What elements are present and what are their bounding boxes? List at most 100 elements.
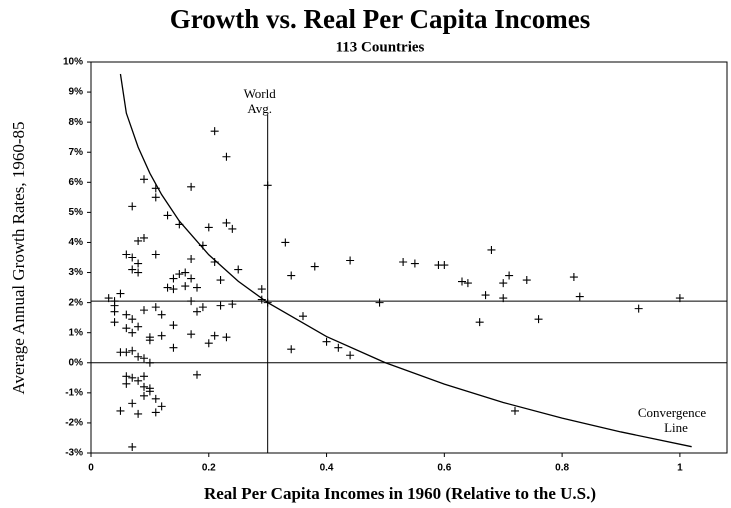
- y-tick-label: 10%: [63, 57, 83, 68]
- data-point: [128, 373, 137, 382]
- x-tick-label: 0.8: [555, 463, 569, 474]
- y-tick-label: 9%: [69, 87, 84, 98]
- data-point: [257, 285, 266, 294]
- data-point: [145, 336, 154, 345]
- data-point: [410, 259, 419, 268]
- y-axis-label: Average Annual Growth Rates, 1960-85: [9, 121, 28, 394]
- y-tick-label: -2%: [65, 418, 83, 429]
- data-point: [222, 218, 231, 227]
- data-point: [110, 307, 119, 316]
- data-point: [187, 255, 196, 264]
- y-tick-label: 6%: [69, 177, 84, 188]
- y-tick-label: 0%: [69, 357, 84, 368]
- data-point: [134, 409, 143, 418]
- data-point: [163, 211, 172, 220]
- data-point: [222, 333, 231, 342]
- data-point: [128, 442, 137, 451]
- chart-title: Growth vs. Real Per Capita Incomes: [170, 4, 590, 34]
- chart-subtitle: 113 Countries: [336, 39, 425, 55]
- x-tick-label: 0.6: [437, 463, 451, 474]
- data-point: [287, 271, 296, 280]
- data-point: [263, 298, 272, 307]
- data-point: [675, 294, 684, 303]
- data-point: [210, 127, 219, 136]
- data-point: [128, 346, 137, 355]
- y-tick-label: 8%: [69, 117, 84, 128]
- data-point: [175, 270, 184, 279]
- y-tick-label: -3%: [65, 448, 83, 459]
- data-point: [128, 253, 137, 262]
- x-tick-label: 0: [88, 463, 94, 474]
- data-point: [499, 294, 508, 303]
- data-point: [169, 343, 178, 352]
- data-point: [134, 376, 143, 385]
- data-point: [134, 352, 143, 361]
- data-point: [110, 318, 119, 327]
- y-tick-label: 1%: [69, 327, 84, 338]
- data-point: [128, 202, 137, 211]
- data-point: [169, 285, 178, 294]
- data-point: [122, 372, 131, 381]
- data-point: [151, 193, 160, 202]
- data-point: [193, 283, 201, 292]
- data-point: [346, 256, 355, 265]
- data-point: [151, 184, 160, 193]
- data-point: [122, 310, 131, 319]
- data-point: [128, 315, 137, 324]
- data-point: [104, 294, 113, 303]
- data-point: [198, 303, 207, 312]
- data-point: [128, 399, 137, 408]
- data-point: [463, 279, 472, 288]
- data-point: [187, 330, 196, 339]
- data-point: [505, 271, 514, 280]
- data-point: [281, 238, 290, 247]
- data-point: [287, 345, 296, 354]
- data-point: [234, 265, 243, 274]
- data-point: [128, 265, 137, 274]
- data-point: [257, 295, 266, 304]
- data-point: [534, 315, 543, 324]
- data-point: [140, 233, 148, 242]
- data-point: [499, 279, 508, 288]
- data-point: [322, 337, 331, 346]
- data-point: [151, 394, 160, 403]
- data-point: [187, 182, 196, 191]
- data-point: [140, 354, 148, 363]
- y-tick-label: 7%: [69, 147, 84, 158]
- y-tick-label: -1%: [65, 387, 83, 398]
- data-point: [116, 289, 125, 298]
- data-point: [134, 268, 143, 277]
- data-point: [140, 382, 148, 391]
- data-point: [228, 224, 237, 233]
- x-axis-label: Real Per Capita Incomes in 1960 (Relativ…: [204, 484, 596, 503]
- data-point: [475, 318, 484, 327]
- data-point: [140, 391, 148, 400]
- data-point: [216, 276, 225, 285]
- data-point: [522, 276, 531, 285]
- data-point: [169, 274, 178, 283]
- data-point: [458, 277, 466, 286]
- y-tick-label: 5%: [69, 207, 84, 218]
- data-point: [440, 261, 449, 270]
- data-point: [157, 331, 166, 340]
- data-point: [187, 274, 196, 283]
- data-point: [193, 370, 201, 379]
- data-point: [157, 402, 166, 411]
- data-point: [134, 322, 143, 331]
- data-point: [299, 312, 307, 321]
- data-point: [210, 331, 219, 340]
- data-point: [634, 304, 643, 313]
- data-point: [575, 292, 584, 301]
- data-point: [375, 298, 384, 307]
- data-point: [122, 379, 131, 388]
- data-point: [122, 250, 131, 259]
- data-point: [216, 301, 225, 310]
- data-point: [116, 406, 125, 415]
- data-point: [481, 291, 490, 300]
- data-point: [151, 303, 160, 312]
- data-point: [487, 245, 496, 254]
- data-point: [134, 236, 143, 245]
- data-point: [140, 306, 148, 315]
- data-point: [181, 268, 190, 277]
- data-point: [140, 372, 148, 381]
